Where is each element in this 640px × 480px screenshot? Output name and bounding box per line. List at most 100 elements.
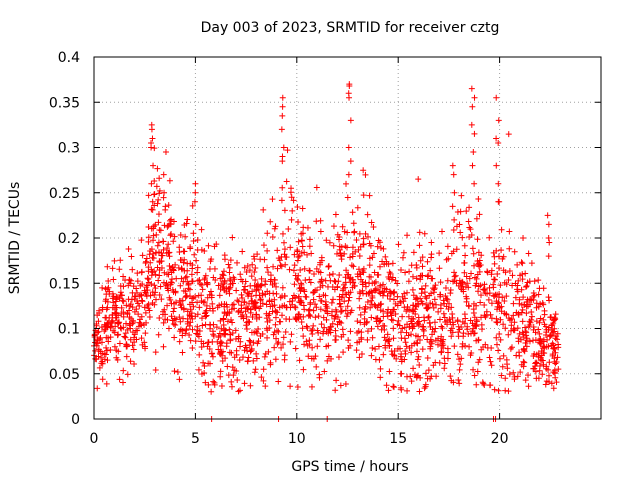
data-point xyxy=(110,299,117,306)
data-point xyxy=(480,380,487,387)
data-point xyxy=(442,285,449,292)
data-point xyxy=(205,381,212,388)
data-point xyxy=(228,316,235,323)
data-point xyxy=(266,290,273,297)
data-point xyxy=(282,261,289,268)
data-point xyxy=(449,203,456,210)
data-point xyxy=(304,251,311,258)
data-point xyxy=(433,301,439,308)
data-point xyxy=(418,298,425,305)
data-point xyxy=(546,359,553,366)
data-point xyxy=(377,244,384,251)
data-point xyxy=(403,329,410,336)
data-point xyxy=(190,238,197,245)
data-point xyxy=(543,365,550,372)
data-point xyxy=(453,246,460,253)
data-point xyxy=(132,293,139,300)
data-point xyxy=(196,351,203,358)
data-point xyxy=(545,221,552,228)
data-point xyxy=(351,229,358,236)
data-point xyxy=(330,242,337,249)
data-point xyxy=(480,286,487,293)
data-point xyxy=(287,304,294,311)
data-point xyxy=(148,121,155,128)
data-point xyxy=(259,290,266,297)
data-point xyxy=(364,336,371,343)
data-point xyxy=(232,327,239,334)
data-point xyxy=(318,321,325,328)
data-point xyxy=(98,339,105,346)
data-point xyxy=(390,383,397,390)
data-point xyxy=(194,277,201,284)
data-point xyxy=(134,270,141,277)
data-point xyxy=(457,361,464,368)
data-point xyxy=(129,289,136,296)
data-point xyxy=(252,264,259,271)
data-point xyxy=(297,267,304,274)
data-point xyxy=(506,371,513,378)
data-point xyxy=(368,314,375,321)
data-point xyxy=(324,283,331,290)
data-point xyxy=(186,311,193,318)
data-point xyxy=(263,315,270,322)
data-point xyxy=(226,349,233,356)
data-point xyxy=(546,239,553,246)
data-point xyxy=(279,312,286,319)
data-point xyxy=(460,288,467,295)
data-point xyxy=(372,278,379,285)
data-point xyxy=(112,323,119,330)
data-point xyxy=(172,322,179,329)
data-point xyxy=(278,344,285,351)
data-point xyxy=(359,281,366,288)
data-point xyxy=(345,345,352,352)
data-point xyxy=(525,372,532,379)
data-point xyxy=(367,242,374,249)
data-point xyxy=(262,383,269,390)
data-point xyxy=(406,268,413,275)
data-point xyxy=(164,245,171,252)
data-point xyxy=(295,238,302,245)
data-point xyxy=(235,333,242,340)
data-point xyxy=(498,372,505,379)
data-point xyxy=(474,368,481,375)
data-point xyxy=(450,171,457,178)
data-point xyxy=(405,313,412,320)
data-point xyxy=(264,334,271,341)
y-tick-label: 0.3 xyxy=(58,141,80,157)
data-point xyxy=(495,117,502,124)
data-point xyxy=(328,299,335,306)
data-point xyxy=(515,338,522,345)
data-point xyxy=(494,306,501,313)
data-point xyxy=(356,253,363,260)
data-point xyxy=(520,235,527,242)
data-point xyxy=(264,247,271,254)
data-point xyxy=(408,262,415,269)
data-point xyxy=(422,370,429,377)
data-point xyxy=(344,229,351,236)
x-tick-label: 20 xyxy=(491,431,509,447)
data-point xyxy=(241,264,248,271)
data-point xyxy=(428,275,435,282)
data-point xyxy=(283,254,290,261)
data-point xyxy=(432,359,439,366)
data-point xyxy=(128,296,135,303)
data-point xyxy=(516,349,523,356)
data-point xyxy=(306,306,313,313)
data-point xyxy=(362,171,369,178)
data-point xyxy=(385,306,392,313)
data-point xyxy=(540,361,547,368)
data-point xyxy=(265,269,272,276)
data-point xyxy=(479,379,486,386)
data-point xyxy=(317,336,324,343)
data-point xyxy=(276,257,283,264)
data-point xyxy=(213,324,220,331)
data-point xyxy=(414,356,421,363)
data-point xyxy=(353,237,360,244)
data-point xyxy=(318,298,325,305)
data-point xyxy=(283,315,290,322)
data-point xyxy=(103,291,110,298)
data-point xyxy=(361,315,368,322)
data-point xyxy=(436,250,443,257)
data-point xyxy=(146,251,153,258)
data-point xyxy=(152,289,159,296)
